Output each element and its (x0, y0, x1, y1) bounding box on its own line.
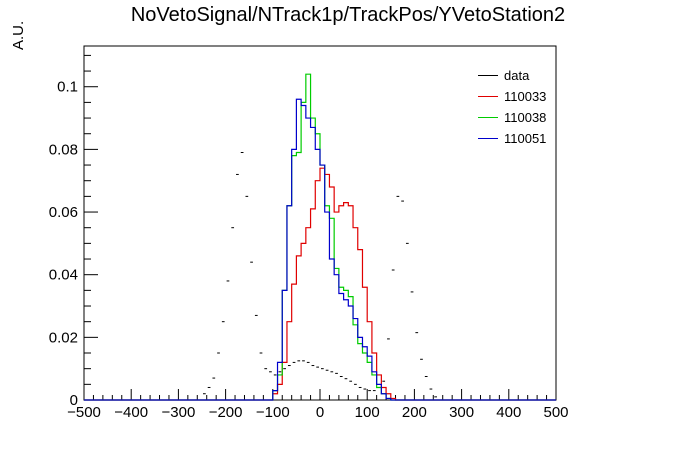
legend-entry-110051: 110051 (474, 129, 564, 149)
x-tick-label: 500 (543, 404, 568, 421)
series-layer (84, 73, 556, 401)
chart-title: NoVetoSignal/NTrack1p/TrackPos/YVetoStat… (130, 4, 566, 26)
x-tick-label: −100 (256, 404, 290, 421)
y-axis: 0 0.02 0.04 0.06 0.08 0.1 (49, 54, 98, 409)
legend-entry-data: data (474, 66, 564, 86)
series-110033-line (84, 167, 556, 401)
x-tick-label: 200 (402, 404, 427, 421)
legend-label-data: data (504, 68, 530, 83)
x-tick-label: 400 (496, 404, 521, 421)
legend-swatch-data (478, 75, 498, 76)
y-tick-label: 0.04 (49, 267, 78, 284)
legend-swatch-110033 (478, 96, 498, 97)
x-tick-label: −500 (67, 404, 101, 421)
legend-swatch-110051 (478, 138, 498, 139)
y-tick-label: 0.02 (49, 329, 78, 346)
legend-label-110033: 110033 (504, 89, 547, 104)
y-tick-label: 0.1 (57, 79, 78, 96)
y-tick-label: 0.08 (49, 141, 78, 158)
legend-entry-110038: 110038 (474, 108, 564, 128)
legend-label-110038: 110038 (504, 110, 547, 125)
legend-entry-110033: 110033 (474, 87, 564, 107)
y-tick-label: 0 (70, 392, 78, 409)
x-tick-label: 100 (355, 404, 380, 421)
legend-label-110051: 110051 (504, 131, 547, 146)
x-tick-label: 300 (449, 404, 474, 421)
x-tick-label: −200 (209, 404, 243, 421)
x-tick-label: −400 (114, 404, 148, 421)
y-tick-label: 0.06 (49, 204, 78, 221)
legend-swatch-110038 (478, 117, 498, 118)
series-110051-line (84, 98, 556, 401)
legend: data 110033 110038 110051 (474, 66, 564, 156)
x-tick-label: 0 (316, 404, 324, 421)
x-axis: −500 −400 −300 −200 −100 0 100 200 300 400 500 (67, 389, 569, 421)
series-data-points (85, 152, 555, 401)
x-tick-label: −300 (162, 404, 196, 421)
